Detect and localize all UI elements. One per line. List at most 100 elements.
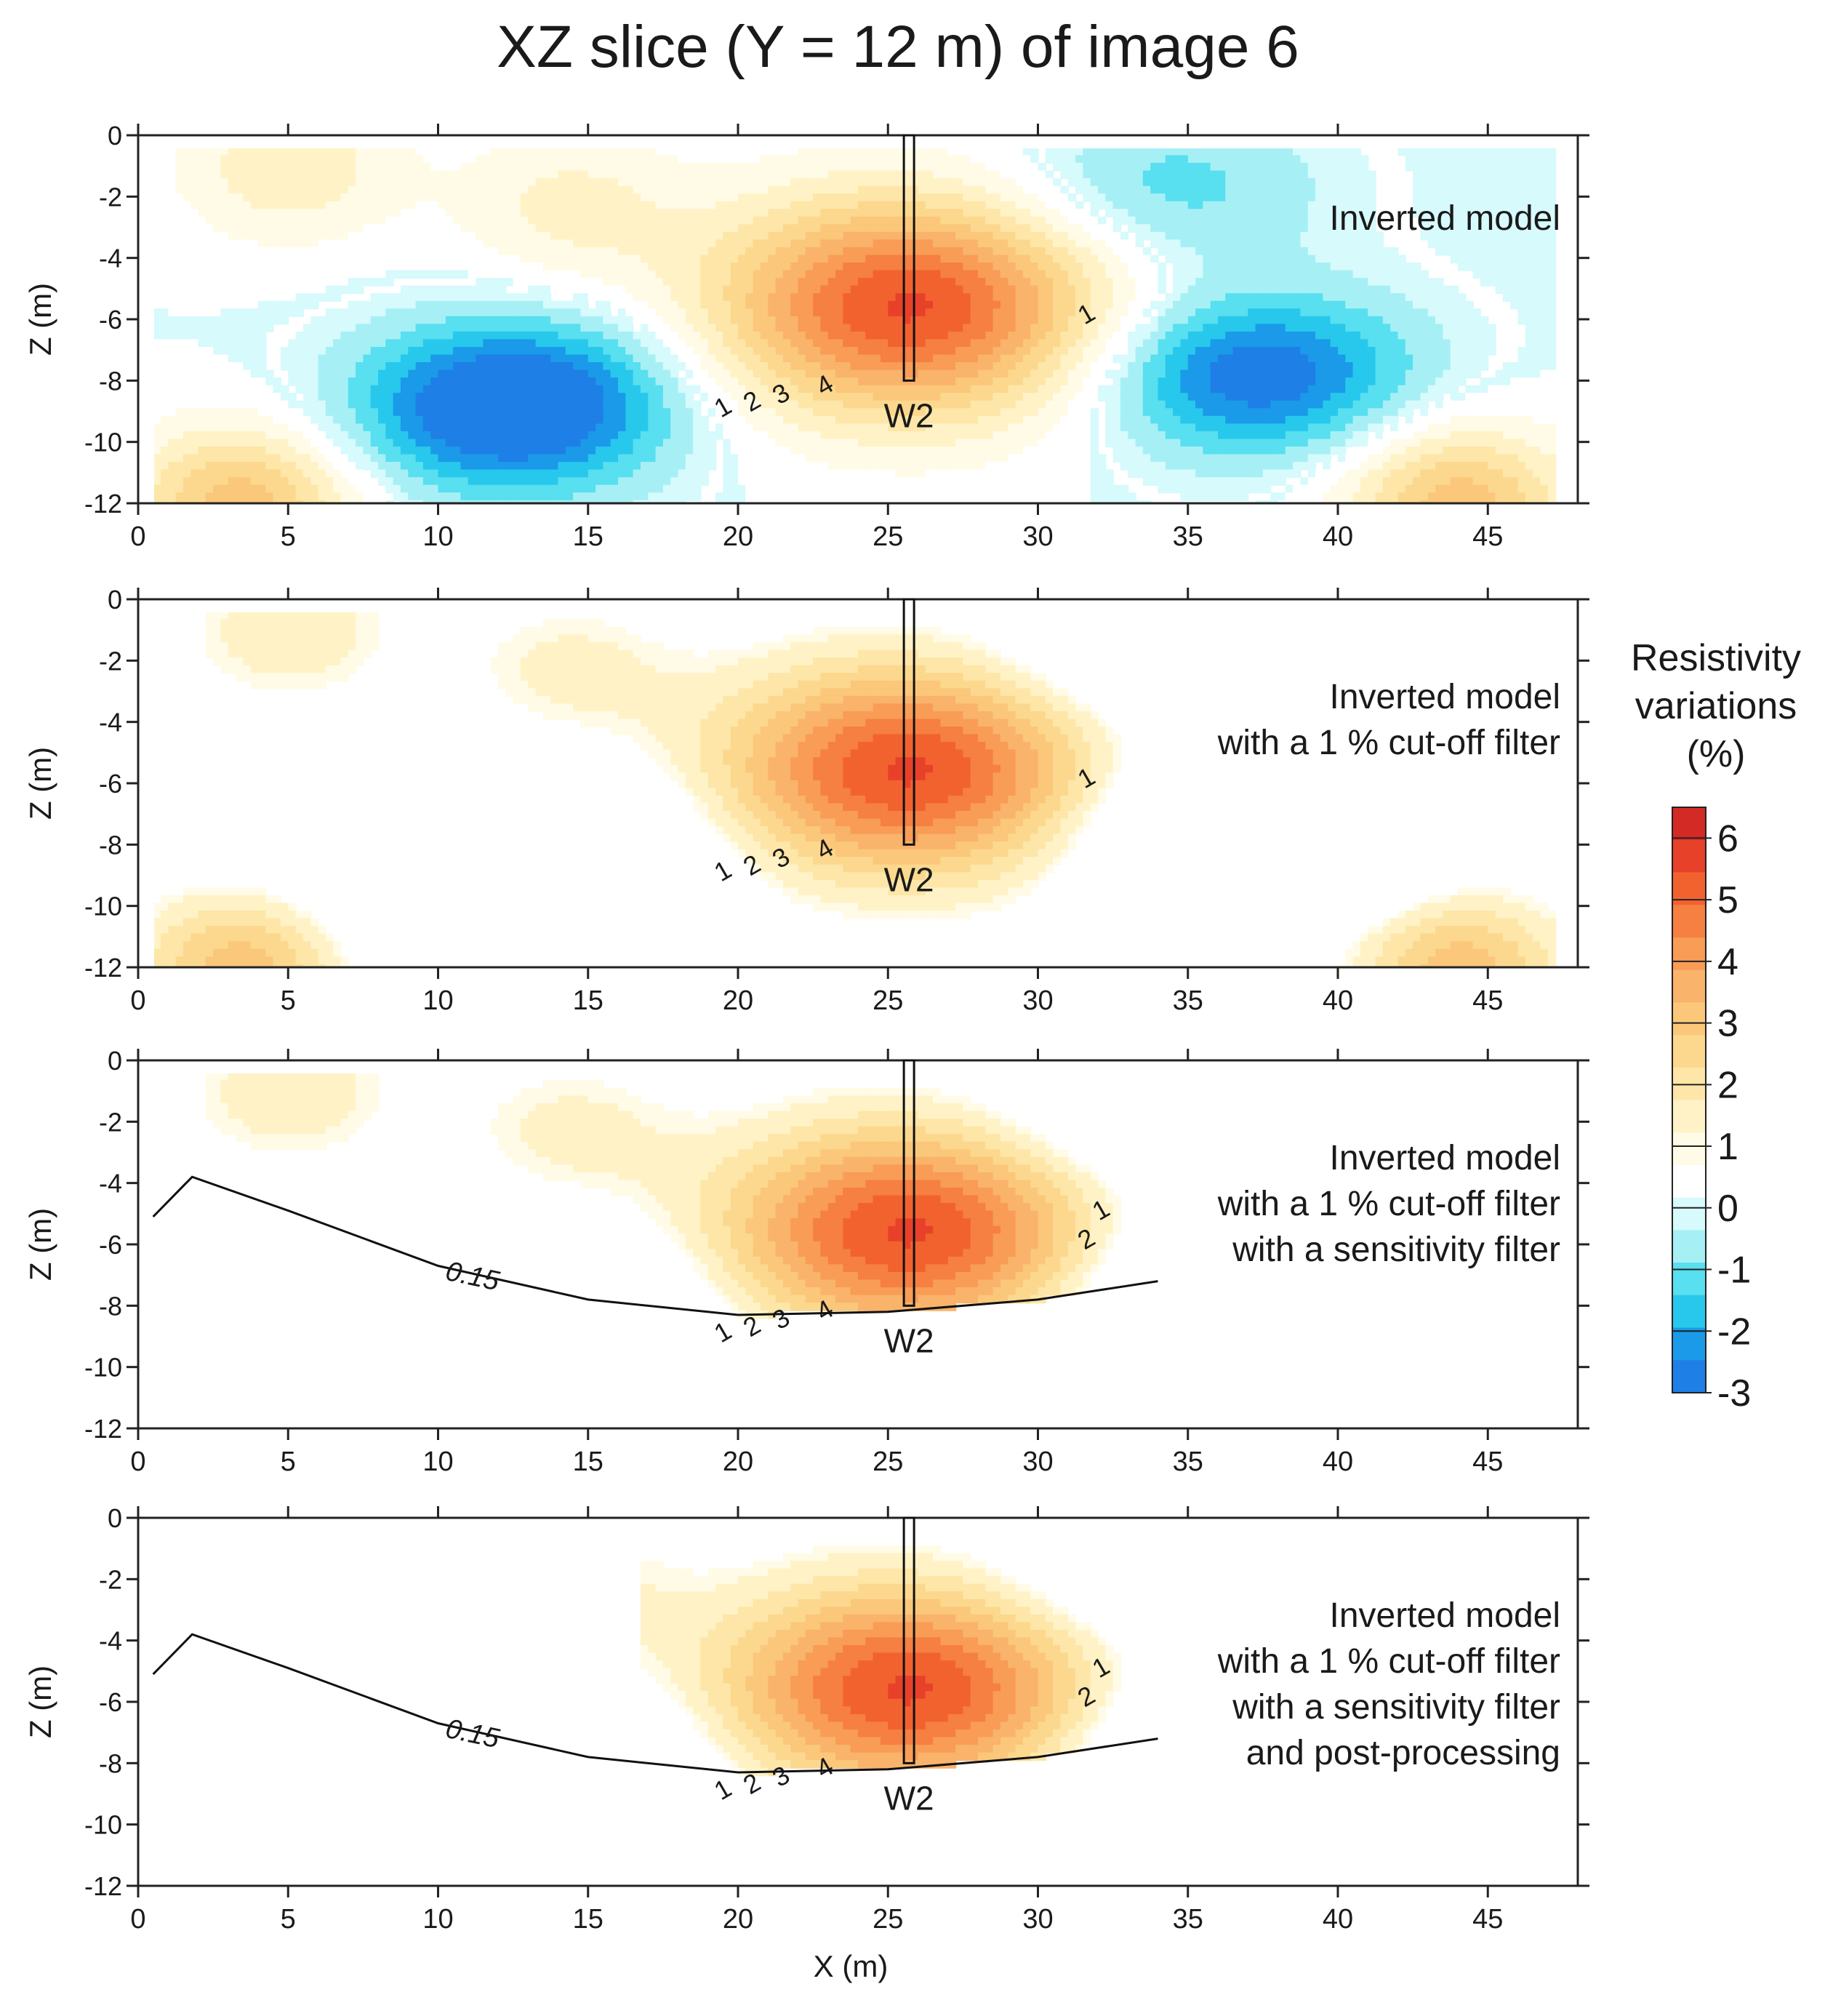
field-cell (430, 263, 439, 271)
field-cell (662, 462, 672, 471)
field-cell (325, 209, 334, 217)
field-cell (175, 239, 185, 249)
field-cell (662, 393, 672, 401)
field-cell (850, 263, 859, 271)
field-cell (302, 185, 312, 195)
field-cell (205, 308, 214, 317)
field-cell (573, 500, 582, 503)
field-cell (356, 447, 364, 455)
field-cell (565, 385, 574, 394)
field-cell (363, 162, 372, 172)
field-cell (625, 239, 634, 249)
field-cell (678, 155, 686, 164)
field-cell (490, 239, 500, 249)
field-cell (947, 324, 957, 332)
field-cell (947, 462, 957, 471)
field-cell (250, 300, 260, 310)
field-cell (940, 178, 949, 187)
field-cell (662, 408, 672, 417)
field-cell (678, 377, 686, 386)
field-cell (685, 224, 694, 233)
field-cell (558, 324, 566, 332)
field-cell (154, 339, 162, 348)
field-cell (603, 393, 611, 401)
field-cell (640, 500, 649, 503)
field-cell (228, 255, 237, 264)
field-cell (310, 216, 319, 225)
field-cell (805, 423, 814, 433)
field-cell (243, 462, 252, 471)
field-cell (415, 148, 425, 156)
field-cell (393, 415, 402, 425)
field-cell (895, 331, 905, 340)
field-cell (655, 324, 665, 332)
field-cell (888, 300, 897, 310)
field-cell (175, 431, 185, 440)
field-cell (662, 331, 672, 340)
field-cell (655, 263, 665, 271)
field-cell (348, 339, 357, 348)
field-cell (213, 331, 222, 340)
field-cell (738, 201, 747, 210)
field-cell (490, 415, 500, 425)
field-cell (483, 193, 492, 202)
field-cell (393, 209, 402, 217)
field-cell (625, 162, 634, 172)
field-cell (700, 193, 709, 202)
field-cell (348, 300, 357, 310)
field-cell (730, 155, 739, 164)
field-cell (258, 285, 267, 295)
field-cell (154, 354, 162, 364)
field-cell (782, 454, 792, 463)
field-cell (385, 255, 394, 264)
field-cell (168, 431, 177, 440)
field-cell (213, 354, 222, 364)
field-cell (385, 308, 394, 317)
field-cell (768, 500, 777, 503)
field-cell (265, 477, 274, 486)
field-cell (858, 423, 867, 433)
field-cell (205, 185, 214, 195)
field-cell (542, 216, 552, 225)
field-cell (198, 324, 206, 332)
field-cell (595, 447, 604, 455)
field-cell (565, 247, 574, 256)
field-cell (558, 270, 566, 279)
field-cell (236, 339, 244, 348)
field-cell (955, 155, 964, 164)
field-cell (476, 492, 484, 501)
field-cell (768, 362, 777, 371)
field-cell (843, 285, 851, 295)
field-cell (476, 408, 484, 417)
field-cell (858, 278, 867, 287)
field-cell (400, 477, 409, 486)
field-cell (378, 369, 387, 379)
field-cell (295, 308, 305, 317)
field-cell (670, 224, 679, 233)
field-cell (236, 362, 244, 371)
field-cell (550, 400, 559, 409)
field-cell (273, 431, 282, 440)
field-cell (385, 331, 394, 340)
field-cell (190, 300, 199, 310)
field-cell (873, 393, 882, 401)
field-cell (760, 462, 769, 471)
field-cell (550, 324, 559, 332)
field-cell (790, 362, 799, 371)
field-cell (183, 492, 192, 501)
field-cell (775, 193, 785, 202)
field-cell (535, 469, 545, 479)
field-cell (730, 439, 739, 448)
field-cell (422, 224, 432, 233)
field-cell (745, 300, 754, 310)
field-cell (805, 477, 814, 486)
field-cell (610, 423, 619, 433)
field-cell (213, 285, 222, 295)
field-cell (805, 362, 814, 371)
field-cell (393, 224, 402, 233)
field-cell (715, 170, 724, 180)
field-cell (625, 270, 634, 279)
field-cell (798, 316, 806, 325)
field-cell (415, 224, 425, 233)
field-cell (940, 239, 949, 249)
